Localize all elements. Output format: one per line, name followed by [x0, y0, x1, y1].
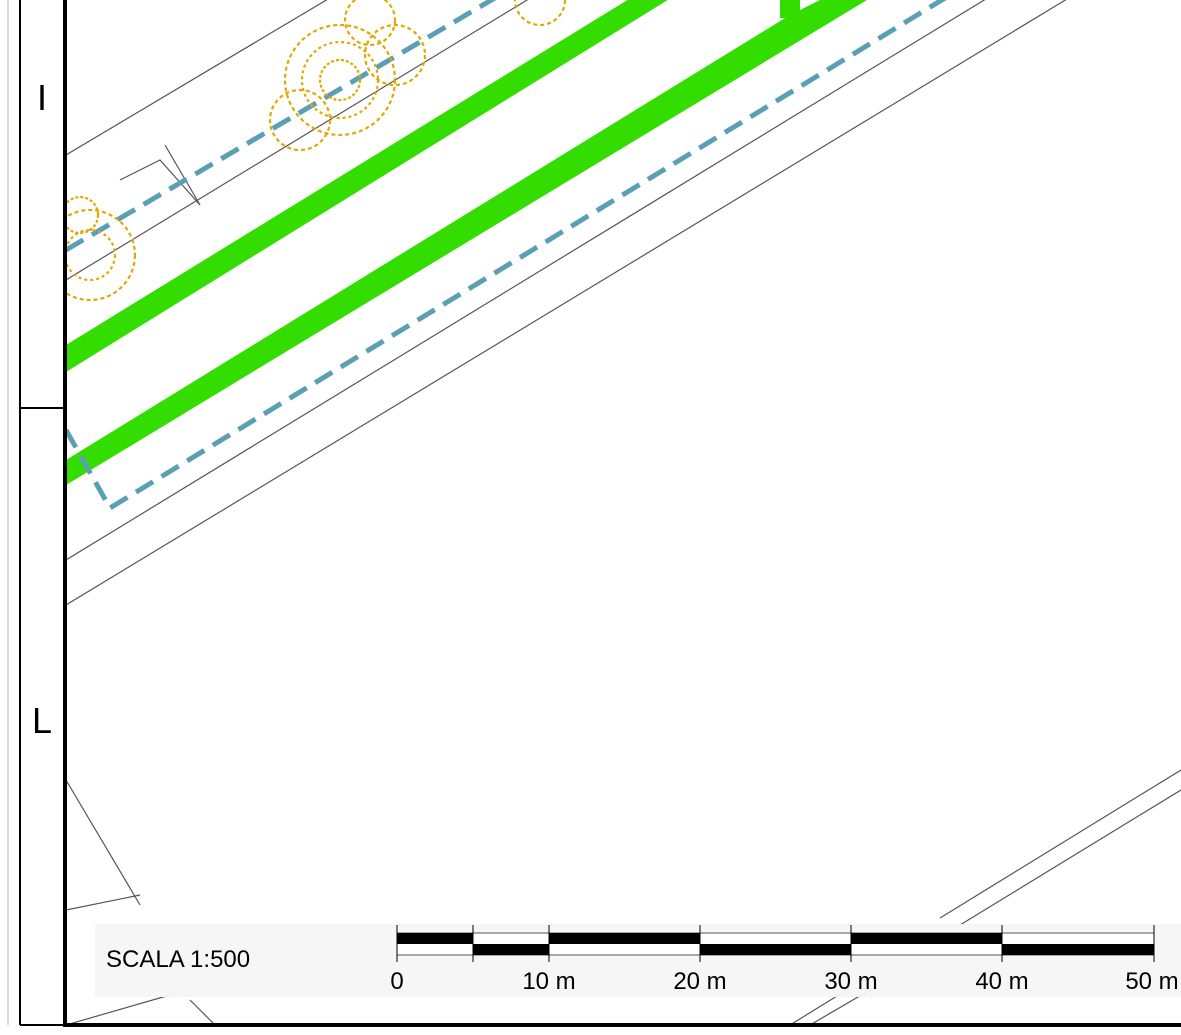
tree-icon	[268, 0, 427, 152]
scale-bar	[95, 924, 1181, 997]
tree-icon	[66, 195, 137, 302]
scale-tick-label: 40 m	[975, 968, 1029, 995]
scale-tick-label: 30 m	[824, 968, 878, 995]
tree-icon	[513, 0, 567, 27]
grid-margin	[7, 0, 66, 1026]
tree-clusters	[66, 0, 567, 302]
scale-title: SCALA 1:500	[106, 946, 251, 973]
scale-tick-label: 20 m	[673, 968, 727, 995]
dashed-boundary	[66, 0, 947, 512]
scale-tick-label: 10 m	[522, 968, 576, 995]
map-frame	[63, 0, 1181, 1027]
grid-row-label-l: L	[31, 700, 53, 741]
grid-row-label-i: I	[36, 77, 47, 118]
scale-tick-label: 50 m	[1125, 968, 1179, 995]
scale-tick-label: 0	[390, 968, 404, 995]
green-bands	[66, 0, 867, 485]
parcel-lines	[66, 0, 1181, 1025]
